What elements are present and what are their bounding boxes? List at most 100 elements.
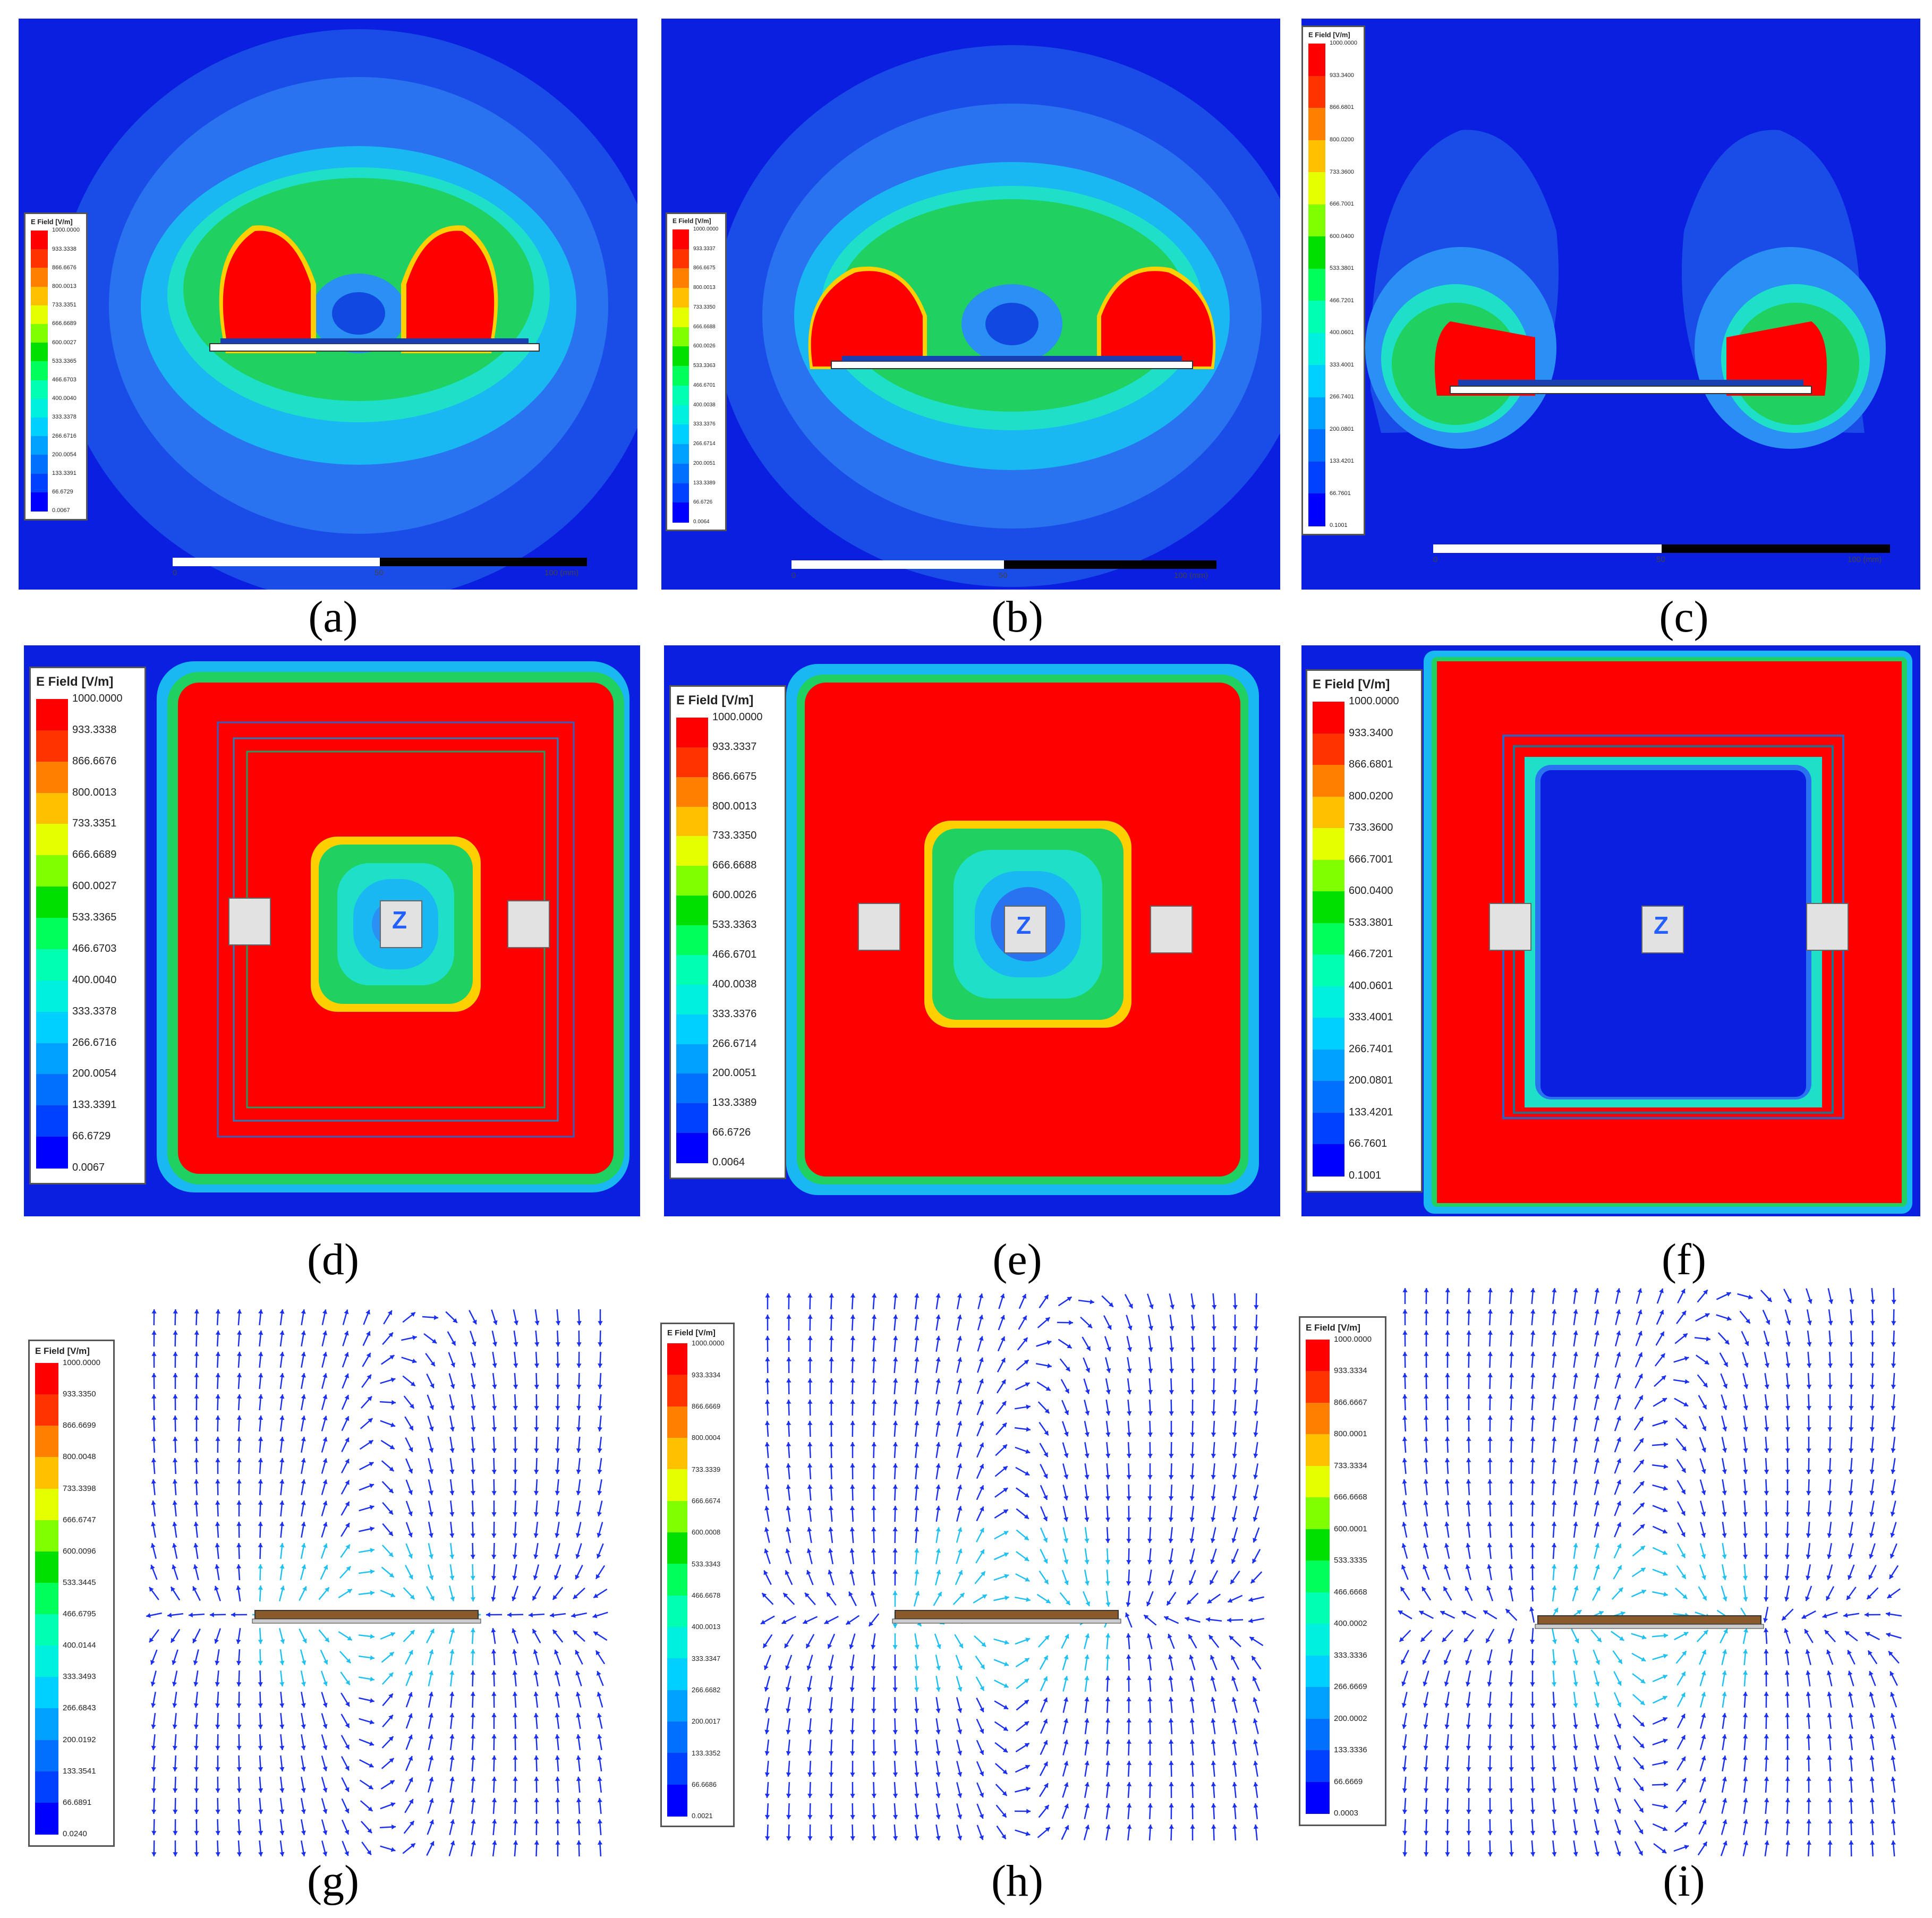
field-vector-arrowhead (829, 1378, 834, 1383)
field-vector-arrowhead (1169, 1803, 1174, 1808)
legend-tick-label: 933.3337 (693, 245, 716, 252)
field-vector-arrowhead (279, 1852, 285, 1856)
field-vector-arrowhead (1702, 1596, 1707, 1601)
field-vector-arrowhead (1063, 1559, 1069, 1564)
field-vector-arrowhead (1063, 1676, 1069, 1681)
legend-tick-label: 733.3351 (72, 817, 117, 830)
field-vector-arrowhead (764, 1527, 769, 1532)
field-vector-arrowhead (428, 1692, 433, 1697)
field-vector-arrowhead (1764, 1469, 1769, 1474)
field-vector-arrowhead (1487, 1394, 1493, 1399)
field-vector-arrowhead (1552, 1288, 1557, 1293)
field-vector-arrowhead (366, 1353, 371, 1358)
field-vector-arrowhead (848, 1591, 853, 1597)
field-vector-arrowhead (172, 1767, 178, 1771)
field-vector-arrowhead (1401, 1543, 1407, 1548)
field-vector-arrowhead (432, 1339, 437, 1344)
field-vector-arrowhead (935, 1666, 941, 1670)
field-vector-arrowhead (1466, 1703, 1471, 1708)
field-vector-arrowhead (1806, 1512, 1811, 1516)
field-vector-arrowhead (1168, 1538, 1173, 1543)
field-vector-arrowhead (258, 1852, 263, 1856)
field-vector-arrowhead (1043, 1558, 1048, 1564)
colorbar (36, 699, 68, 1169)
field-vector-arrowhead (236, 1331, 242, 1335)
field-vector-arrowhead (1849, 1363, 1854, 1368)
field-vector-arrowhead (430, 1629, 435, 1634)
field-vector-arrowhead (1190, 1454, 1195, 1458)
field-vector-arrowhead (807, 1336, 813, 1340)
field-vector-arrowhead (1701, 1798, 1707, 1803)
field-vector-arrowhead (763, 1643, 768, 1648)
field-vector-arrowhead (1530, 1543, 1535, 1547)
field-vector-arrowhead (1722, 1819, 1727, 1825)
field-vector-arrowhead (236, 1703, 242, 1708)
legend-tick-label: 0.0064 (712, 1156, 745, 1168)
field-vector-arrowhead (279, 1522, 285, 1527)
field-vector-arrowhead (980, 1686, 984, 1691)
field-vector-arrowhead (1849, 1299, 1854, 1304)
field-vector-arrowhead (470, 1670, 475, 1675)
field-vector-arrowhead (301, 1564, 307, 1570)
field-vector-arrowhead (1681, 1489, 1686, 1495)
probe-left (858, 903, 900, 951)
field-vector-arrowhead (1253, 1740, 1258, 1744)
field-vector-arrowhead (471, 1427, 476, 1431)
colorbar-segment (673, 307, 689, 328)
field-vector-arrowhead (346, 1658, 351, 1664)
field-vector-arrowhead (807, 1527, 812, 1532)
field-vector-arrowhead (1595, 1660, 1600, 1665)
field-vector-arrowhead (1253, 1496, 1258, 1501)
field-vector-arrowhead (1003, 1552, 1009, 1557)
field-vector-arrowhead (347, 1589, 352, 1593)
field-vector-arrowhead (935, 1442, 941, 1447)
z-axis-label: Z (392, 906, 407, 934)
colorbar-segment (667, 1501, 687, 1533)
field-vector-arrowhead (1574, 1638, 1579, 1643)
field-vector-arrowhead (279, 1745, 285, 1750)
field-vector-arrowhead (935, 1378, 941, 1383)
field-vector-arrowhead (871, 1687, 876, 1692)
field-vector-arrowhead (408, 1511, 413, 1516)
field-vector-arrowhead (1890, 1671, 1894, 1676)
field-vector-arrowhead (1827, 1427, 1833, 1431)
field-vector-arrowhead (1463, 1637, 1469, 1642)
field-vector-arrowhead (236, 1564, 242, 1569)
field-vector-arrowhead (1423, 1437, 1429, 1442)
field-vector-arrowhead (1045, 1599, 1051, 1604)
field-vector-arrowhead (1785, 1512, 1790, 1516)
field-vector-arrowhead (1743, 1819, 1748, 1824)
legend-tick-label: 800.0048 (63, 1452, 96, 1462)
field-vector-arrowhead (1573, 1394, 1578, 1399)
field-vector-arrowhead (1807, 1320, 1812, 1325)
field-vector-arrowhead (1806, 1734, 1811, 1738)
field-vector-arrowhead (1681, 1714, 1686, 1719)
field-vector-arrowhead (1126, 1718, 1131, 1723)
field-vector-arrowhead (470, 1755, 476, 1760)
field-vector-arrowhead (1891, 1490, 1896, 1495)
field-vector-arrowhead (449, 1798, 455, 1803)
field-vector-arrowhead (1573, 1501, 1578, 1505)
field-vector-arrowhead (1190, 1803, 1195, 1808)
field-vector-arrowhead (173, 1437, 178, 1441)
legend-tick-label: 600.0026 (693, 343, 716, 349)
field-vector-arrowhead (408, 1777, 413, 1783)
field-vector-arrowhead (1402, 1373, 1408, 1377)
field-vector-arrowhead (1026, 1404, 1031, 1410)
field-vector-arrowhead (849, 1506, 855, 1510)
field-vector-arrowhead (849, 1666, 855, 1670)
legend-tick-label: 200.0192 (63, 1735, 96, 1744)
field-vector-arrowhead (389, 1758, 394, 1763)
field-vector-arrowhead (1764, 1777, 1769, 1781)
field-vector-arrowhead (1000, 1293, 1005, 1299)
field-vector-arrowhead (1227, 1617, 1231, 1623)
field-vector-arrowhead (1444, 1501, 1450, 1505)
field-vector-arrowhead (453, 1318, 457, 1323)
legend-tick-label: 466.6703 (52, 377, 76, 383)
field-vector-arrowhead (1024, 1514, 1029, 1519)
field-vector-arrowhead (173, 1309, 178, 1314)
field-vector-arrowhead (1211, 1761, 1216, 1766)
field-vector-arrowhead (935, 1485, 941, 1489)
legend-tick-label: 466.7201 (1330, 297, 1354, 304)
field-vector-arrowhead (1487, 1416, 1493, 1420)
